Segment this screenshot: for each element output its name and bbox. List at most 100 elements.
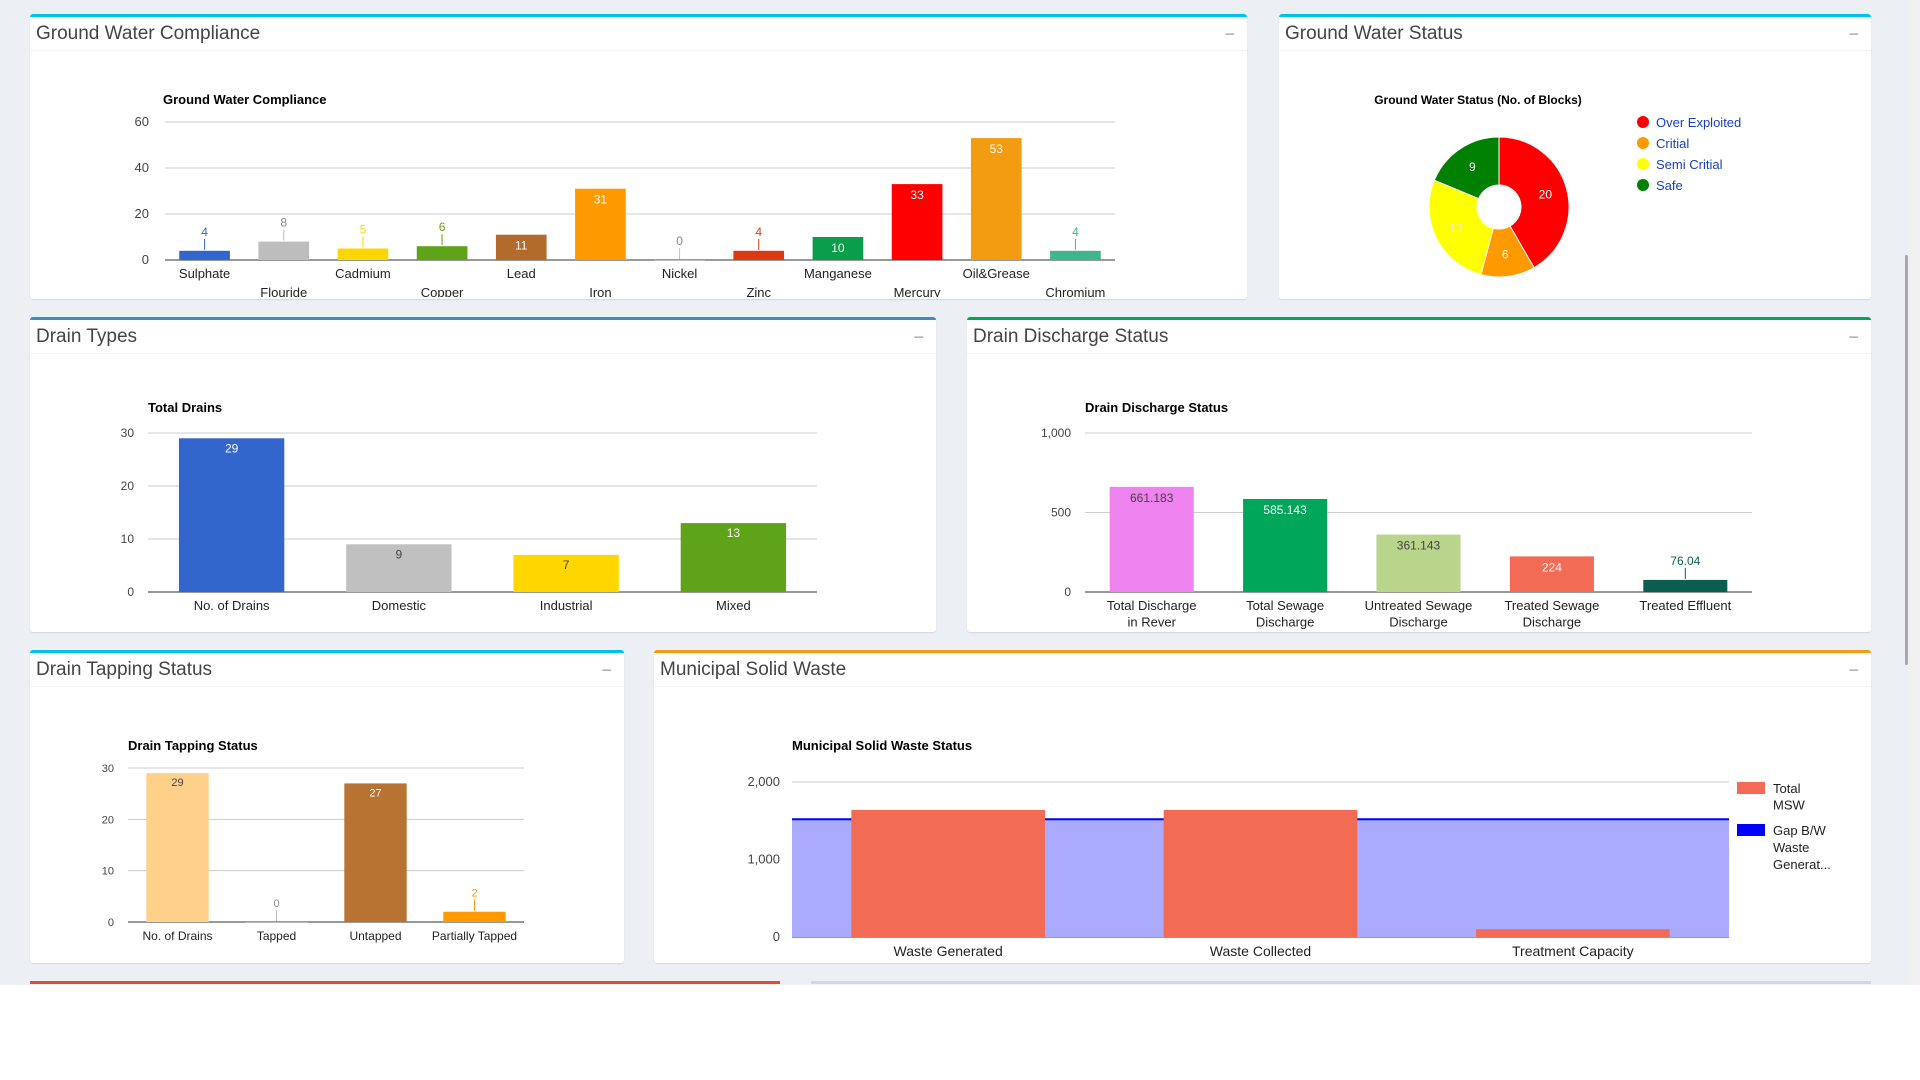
axis-label-line: Treated Sewage xyxy=(1504,598,1599,613)
panel-header: Drain Discharge Status − xyxy=(967,320,1871,354)
panel-stub-red xyxy=(30,981,780,984)
legend-label: Safe xyxy=(1656,178,1683,193)
y-tick-label: 60 xyxy=(135,114,149,129)
data-label: 31 xyxy=(594,193,608,207)
axis-label-line: Total Discharge xyxy=(1107,598,1197,613)
y-tick-label: 30 xyxy=(121,426,135,440)
axis-label-line: Untreated Sewage xyxy=(1365,598,1473,613)
chart-title: Ground Water Compliance xyxy=(163,92,326,107)
panel-title: Drain Tapping Status xyxy=(36,658,213,680)
y-tick-label: 2,000 xyxy=(747,774,780,789)
panel-title: Ground Water Compliance xyxy=(36,22,261,44)
bar xyxy=(178,438,285,592)
data-label: 4 xyxy=(201,225,208,239)
bar xyxy=(654,260,705,261)
data-label: 8 xyxy=(280,216,287,230)
x-tick-label: No. of Drains xyxy=(194,598,270,613)
pie-slice xyxy=(1433,136,1500,200)
axis-label-line: Discharge xyxy=(1256,614,1315,629)
legend-label: Gap B/W Waste Generat... xyxy=(1773,823,1831,872)
x-tick-label: Total Discharge in Rever xyxy=(1107,598,1197,629)
ground-water-status-chart: Ground Water Status (No. of Blocks) 20 6 13… xyxy=(1374,93,1741,278)
scrollbar-thumb[interactable] xyxy=(1905,255,1908,665)
x-tick-label: No. of Drains xyxy=(142,929,212,943)
pie-slice-label: 9 xyxy=(1469,160,1476,174)
chart-title: Drain Discharge Status xyxy=(1085,400,1228,415)
bar xyxy=(1643,579,1728,592)
axis-label-line: in Rever xyxy=(1127,614,1176,629)
panel-header: Ground Water Status − xyxy=(1279,17,1871,51)
data-label: 10 xyxy=(831,241,845,255)
y-tick-label: 10 xyxy=(121,532,135,546)
minus-icon[interactable]: − xyxy=(913,326,924,347)
data-label: 224 xyxy=(1542,560,1562,574)
x-tick-label: Iron xyxy=(589,285,611,297)
municipal-solid-waste-chart: Municipal Solid Waste Status 0 1,000 2,000 W… xyxy=(747,738,1831,959)
bar xyxy=(495,234,547,260)
panel-ground-water-compliance: Ground Water Compliance − Ground Water C… xyxy=(30,14,1247,299)
minus-icon[interactable]: − xyxy=(1224,23,1235,44)
data-label: 5 xyxy=(360,223,367,237)
data-label: 27 xyxy=(369,787,381,799)
data-label: 9 xyxy=(396,547,403,561)
bar xyxy=(146,773,209,922)
data-label: 661.183 xyxy=(1130,491,1174,505)
y-tick-label: 0 xyxy=(108,917,114,929)
data-label: 76.04 xyxy=(1670,554,1700,568)
x-tick-label: Zinc xyxy=(746,285,771,297)
bar xyxy=(346,544,452,592)
panel-header: Municipal Solid Waste − xyxy=(654,653,1871,687)
panel-header: Ground Water Compliance − xyxy=(30,17,1247,51)
y-tick-label: 0 xyxy=(1064,585,1071,599)
x-tick-label: Total Sewage Discharge xyxy=(1246,598,1324,629)
y-tick-label: 10 xyxy=(102,866,114,878)
data-label: 4 xyxy=(755,225,762,239)
minus-icon[interactable]: − xyxy=(1848,23,1859,44)
panel-title: Ground Water Status xyxy=(1285,22,1463,44)
legend-swatch xyxy=(1637,179,1649,191)
data-label: 11 xyxy=(515,239,528,253)
x-tick-label: Mercury xyxy=(894,285,941,297)
axis-label-line: Total Sewage xyxy=(1246,598,1324,613)
x-tick-label: Chromium xyxy=(1045,285,1105,297)
minus-icon[interactable]: − xyxy=(1848,659,1859,680)
x-tick-label: Treated Sewage Discharge xyxy=(1504,598,1599,629)
bar xyxy=(1243,498,1328,592)
x-tick-label: Flouride xyxy=(260,285,307,297)
pie-slice-label: 6 xyxy=(1502,248,1509,262)
panel-header: Drain Types − xyxy=(30,320,936,354)
y-tick-label: 20 xyxy=(102,814,114,826)
axis-label-line: MSW xyxy=(1773,797,1806,812)
x-tick-label: Copper xyxy=(421,285,464,297)
legend-label-line: Gap B/W xyxy=(1773,823,1826,838)
pie-slice xyxy=(1498,136,1570,269)
y-tick-label: 40 xyxy=(135,160,149,175)
bar xyxy=(970,138,1022,260)
panel-header: Drain Tapping Status − xyxy=(30,653,624,687)
x-tick-label: Treatment Capacity xyxy=(1512,943,1634,959)
bar xyxy=(1050,250,1101,260)
pie-slice-label: 20 xyxy=(1539,188,1553,202)
bar xyxy=(443,911,506,922)
minus-icon[interactable]: − xyxy=(601,659,612,680)
panel-drain-discharge-status: Drain Discharge Status − Drain Discharge… xyxy=(967,317,1871,632)
minus-icon[interactable]: − xyxy=(1848,326,1859,347)
x-tick-label: Partially Tapped xyxy=(432,929,517,943)
data-label: 53 xyxy=(990,142,1004,156)
data-label: 33 xyxy=(910,188,924,202)
y-tick-label: 20 xyxy=(135,206,149,221)
bar xyxy=(812,237,864,260)
bar xyxy=(733,250,785,260)
chart-title: Ground Water Status (No. of Blocks) xyxy=(1374,93,1582,107)
bar xyxy=(1109,486,1194,592)
axis-label-line: Discharge xyxy=(1389,614,1448,629)
scrollbar-track[interactable] xyxy=(1908,0,1920,985)
bar xyxy=(245,922,308,923)
panel-drain-types: Drain Types − Total Drains 0 10 20 30 29 No. o… xyxy=(30,317,936,632)
panel-municipal-solid-waste: Municipal Solid Waste − Municipal Solid … xyxy=(654,650,1871,963)
y-tick-label: 1,000 xyxy=(1041,426,1071,440)
legend-swatch xyxy=(1637,116,1649,128)
legend-label: Over Exploited xyxy=(1656,115,1741,130)
panel-stub-gray xyxy=(811,981,1871,984)
bar xyxy=(680,523,787,592)
